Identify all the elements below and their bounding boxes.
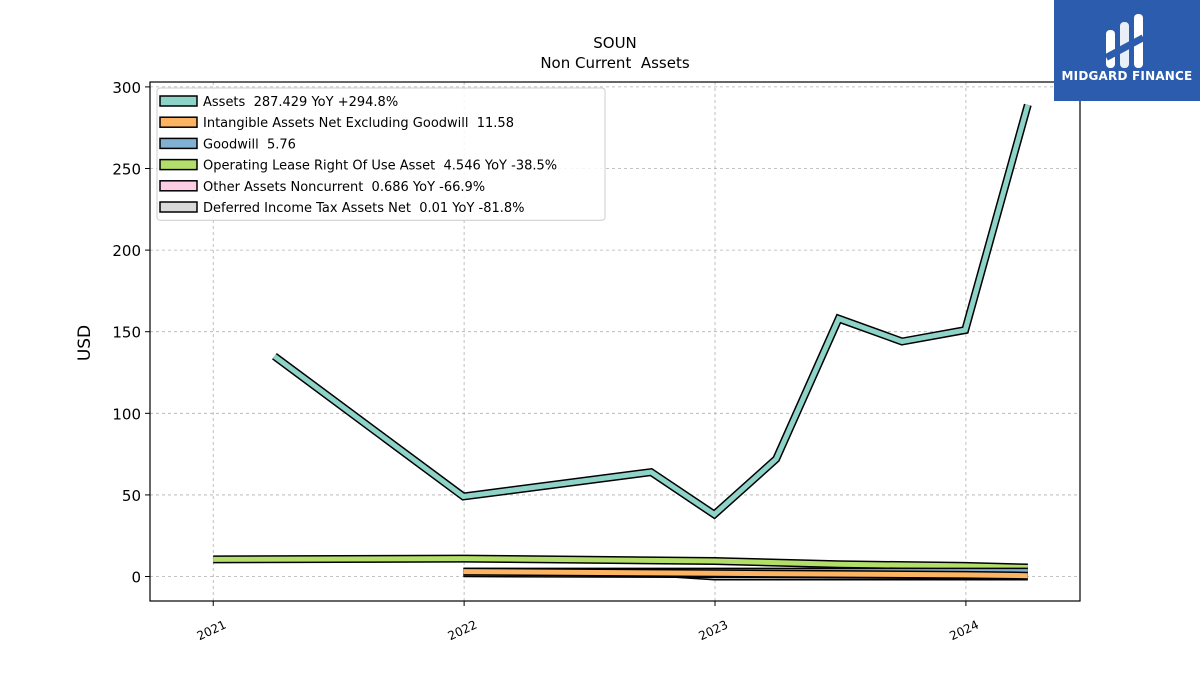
plot-frame bbox=[149, 81, 1081, 602]
series-line bbox=[213, 556, 1028, 570]
y-tick-label: 250 bbox=[112, 161, 141, 179]
legend: Assets 287.429 YoY +294.8% Intangible Ass… bbox=[156, 87, 606, 221]
axis-ticks: 0 50 100 150 200 250 300 2021 2022 2023 2024 bbox=[112, 79, 981, 643]
legend-label: Operating Lease Right Of Use Asset 4.546… bbox=[203, 159, 557, 174]
series-layer bbox=[213, 103, 1032, 581]
legend-box bbox=[156, 87, 606, 221]
legend-label: Other Assets Noncurrent 0.686 YoY -66.9% bbox=[203, 180, 485, 195]
legend-swatch bbox=[159, 180, 198, 192]
y-tick-label: 50 bbox=[122, 487, 141, 505]
series-assets bbox=[272, 103, 1032, 520]
legend-item: Other Assets Noncurrent 0.686 YoY -66.9% bbox=[159, 180, 485, 195]
series-intangible-assets-net-excluding-goodwill bbox=[463, 567, 1028, 580]
midgard-logo-icon bbox=[1104, 14, 1145, 68]
x-tick-label: 2024 bbox=[947, 618, 981, 644]
legend-item: Deferred Income Tax Assets Net 0.01 YoY … bbox=[159, 201, 525, 216]
series-line bbox=[463, 569, 1028, 579]
legend-label: Intangible Assets Net Excluding Goodwill… bbox=[203, 116, 514, 131]
legend-label: Deferred Income Tax Assets Net 0.01 YoY … bbox=[203, 201, 525, 216]
legend-swatch bbox=[159, 201, 198, 213]
y-tick-label: 0 bbox=[131, 569, 141, 587]
x-tick-label: 2022 bbox=[446, 618, 480, 644]
x-tick-label: 2021 bbox=[195, 618, 229, 644]
legend-swatch bbox=[159, 158, 198, 171]
legend-item: Intangible Assets Net Excluding Goodwill… bbox=[159, 116, 514, 131]
legend-item: Assets 287.429 YoY +294.8% bbox=[159, 95, 398, 110]
y-axis-label: USD bbox=[75, 325, 95, 361]
x-tick-label: 2023 bbox=[697, 618, 731, 644]
series-operating-lease-right-of-use-asset bbox=[213, 554, 1028, 572]
midgard-finance-logo: MIDGARD FINANCE bbox=[1054, 0, 1200, 101]
legend-item: Operating Lease Right Of Use Asset 4.546… bbox=[159, 158, 557, 174]
logo-text: MIDGARD FINANCE bbox=[1061, 69, 1193, 83]
legend-label: Goodwill 5.76 bbox=[203, 137, 296, 152]
y-tick-label: 100 bbox=[112, 405, 141, 423]
y-tick-label: 150 bbox=[112, 324, 141, 342]
legend-item: Goodwill 5.76 bbox=[159, 137, 296, 152]
legend-label: Assets 287.429 YoY +294.8% bbox=[203, 95, 398, 110]
chart-title: SOUN bbox=[593, 34, 637, 52]
legend-swatch bbox=[159, 137, 198, 150]
legend-swatch bbox=[159, 95, 198, 107]
chart-subtitle: Non Current Assets bbox=[540, 54, 690, 72]
y-tick-label: 300 bbox=[112, 79, 141, 97]
legend-swatch bbox=[159, 116, 198, 128]
grid-lines bbox=[150, 82, 1080, 601]
y-tick-label: 200 bbox=[112, 242, 141, 260]
